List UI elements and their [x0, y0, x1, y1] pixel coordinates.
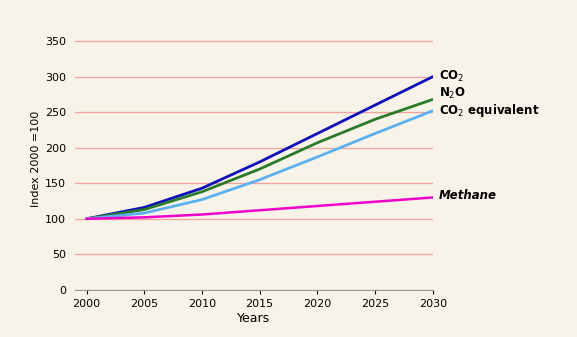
- Text: CO$_2$: CO$_2$: [439, 69, 464, 84]
- X-axis label: Years: Years: [237, 312, 271, 325]
- Y-axis label: Index 2000 =100: Index 2000 =100: [31, 110, 41, 207]
- Text: N$_2$O: N$_2$O: [439, 86, 466, 101]
- Text: Methane: Methane: [439, 189, 497, 202]
- Text: CO$_2$ equivalent: CO$_2$ equivalent: [439, 101, 539, 119]
